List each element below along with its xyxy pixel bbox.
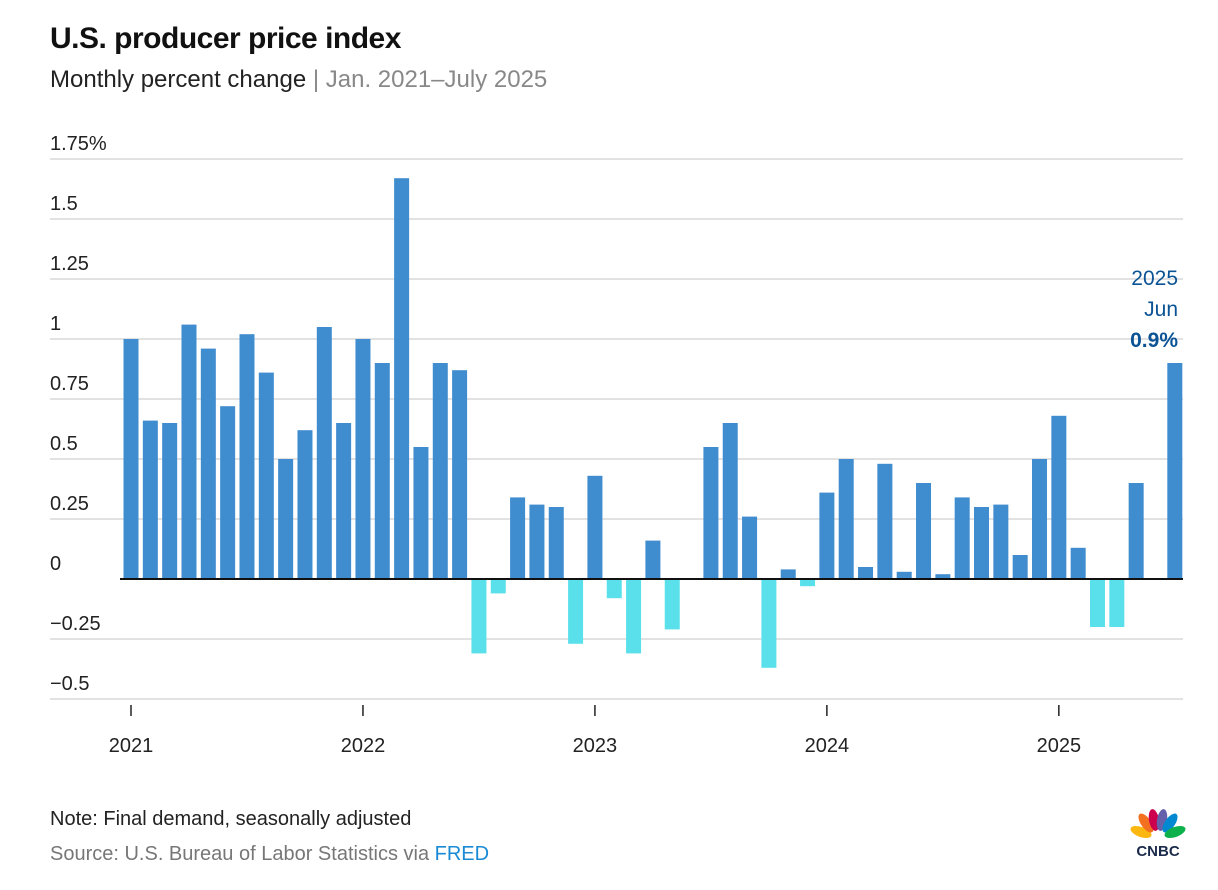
bar <box>1128 483 1144 579</box>
bar <box>916 483 932 579</box>
bar <box>452 370 468 579</box>
x-tick-label: 2021 <box>109 735 154 757</box>
bar <box>239 334 255 579</box>
bar <box>1012 555 1028 579</box>
bar <box>780 569 796 579</box>
chart-title: U.S. producer price index <box>50 22 401 55</box>
bar <box>838 459 854 579</box>
annotation-year: 2025 <box>1131 267 1178 290</box>
source-link[interactable]: FRED <box>434 843 490 865</box>
bar <box>548 507 564 579</box>
logo-feather-red <box>1148 809 1160 831</box>
bar <box>336 423 352 579</box>
bar <box>722 423 738 579</box>
bar <box>413 447 429 579</box>
bar <box>316 327 332 579</box>
bar <box>181 324 197 579</box>
y-tick-label: 1.25 <box>50 253 89 275</box>
bar <box>258 372 274 579</box>
source-text: Source: U.S. Bureau of Labor Statistics … <box>50 843 435 865</box>
bar <box>1109 579 1125 627</box>
logo-text: CNBC <box>1136 843 1179 860</box>
bar <box>877 463 893 579</box>
bar <box>858 567 874 579</box>
chart-note: Note: Final demand, seasonally adjusted <box>50 808 412 830</box>
bar <box>645 540 661 579</box>
y-tick-label: −0.25 <box>50 613 101 635</box>
bar <box>587 475 603 579</box>
annotation-value: 0.9% <box>1130 329 1178 352</box>
y-tick-label: 0.5 <box>50 433 78 455</box>
logo-feather-green <box>1164 825 1186 839</box>
chart-subtitle: Monthly percent change | Jan. 2021–July … <box>50 66 547 94</box>
x-tick-label: 2024 <box>805 735 850 757</box>
subtitle-main: Monthly percent change <box>50 66 307 93</box>
y-tick-label: 1 <box>50 313 61 335</box>
bar <box>510 497 526 579</box>
bar <box>123 339 139 579</box>
bar <box>761 579 777 668</box>
bar <box>819 492 835 579</box>
bar <box>896 571 912 579</box>
cnbc-logo: CNBC <box>1130 809 1186 860</box>
bar <box>974 507 990 579</box>
bar <box>606 579 622 599</box>
bar <box>664 579 680 630</box>
bar <box>800 579 816 587</box>
bar <box>529 504 545 579</box>
x-tick-label: 2022 <box>341 735 386 757</box>
y-tick-label: 1.75% <box>50 133 107 155</box>
bar <box>162 423 178 579</box>
annotation-month: Jun <box>1144 298 1178 321</box>
bar <box>1051 415 1067 579</box>
bar <box>1032 459 1048 579</box>
bar <box>471 579 487 654</box>
bar <box>490 579 506 594</box>
bar <box>220 406 236 579</box>
logo-feather-blue <box>1162 813 1178 833</box>
y-tick-label: 1.5 <box>50 193 78 215</box>
y-tick-label: −0.5 <box>50 673 89 695</box>
bar-chart: 1.75% 1.5 1.25 1 0.75 0.5 0.25 0 −0.25 −0.5 2021 20… <box>50 133 1183 757</box>
y-tick-label: 0.75 <box>50 373 89 395</box>
bar <box>278 459 294 579</box>
bar <box>200 348 216 579</box>
bar <box>394 178 410 579</box>
bar <box>993 504 1009 579</box>
chart-source: Source: U.S. Bureau of Labor Statistics … <box>50 843 489 866</box>
bar <box>954 497 970 579</box>
bar <box>1167 363 1183 579</box>
bar <box>935 574 951 579</box>
subtitle-range: Jan. 2021–July 2025 <box>325 66 548 93</box>
bar <box>626 579 642 654</box>
x-tick-label: 2025 <box>1037 735 1082 757</box>
y-tick-label: 0.25 <box>50 493 89 515</box>
bar <box>703 447 719 579</box>
bar <box>374 363 390 579</box>
bar <box>142 420 158 579</box>
logo-feather-orange <box>1138 813 1154 833</box>
bar <box>568 579 584 644</box>
subtitle-separator: | <box>306 66 326 93</box>
bar <box>1090 579 1105 627</box>
bar <box>355 339 371 579</box>
bar <box>1070 547 1086 579</box>
y-tick-label: 0 <box>50 553 61 575</box>
bar <box>742 516 758 579</box>
bar <box>432 363 448 579</box>
x-tick-label: 2023 <box>573 735 618 757</box>
bar <box>297 430 313 579</box>
